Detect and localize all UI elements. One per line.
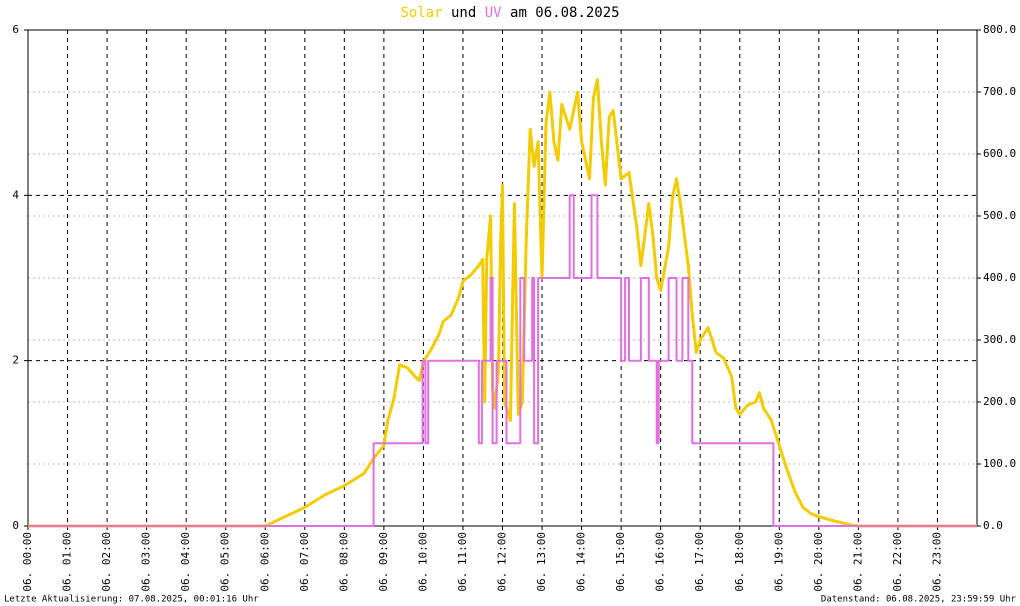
y2-tick-label: 800.0 (983, 23, 1016, 36)
title-tail: am 06.08.2025 (510, 5, 620, 21)
x-tick-label: 06. 10:00 (416, 532, 429, 592)
x-tick-label: 06. 20:00 (812, 532, 825, 592)
series-line (28, 78, 977, 528)
y-tick-label: 4 (12, 188, 19, 201)
y2-tick-label: 400.0 (983, 271, 1016, 284)
y-tick-label: 6 (12, 23, 19, 36)
x-tick-label: 06. 18:00 (733, 532, 746, 592)
x-tick-label: 06. 17:00 (693, 532, 706, 592)
x-tick-label: 06. 12:00 (496, 532, 509, 592)
y2-tick-label: 600.0 (983, 147, 1016, 160)
footer-right: Datenstand: 06.08.2025, 23:59:59 Uhr (821, 595, 1017, 605)
footer-left: Letzte Aktualisierung: 07.08.2025, 00:01… (4, 595, 259, 605)
x-tick-label: 06. 09:00 (377, 532, 390, 592)
x-tick-label: 06. 04:00 (179, 532, 192, 592)
series-line (28, 194, 977, 527)
x-tick-label: 06. 01:00 (61, 532, 74, 592)
x-tick-label: 06. 14:00 (575, 532, 588, 592)
y2-tick-label: 700.0 (983, 85, 1016, 98)
title-join: und (451, 5, 476, 21)
y2-tick-label: 100.0 (983, 457, 1016, 470)
x-tick-label: 06. 06:00 (258, 532, 271, 592)
x-tick-label: 06. 02:00 (100, 532, 113, 592)
x-tick-label: 06. 16:00 (654, 532, 667, 592)
x-tick-label: 06. 03:00 (140, 532, 153, 592)
y-tick-label: 2 (12, 354, 19, 367)
x-tick-label: 06. 00:00 (21, 532, 34, 592)
x-tick-label: 06. 11:00 (456, 532, 469, 592)
x-tick-label: 06. 15:00 (614, 532, 627, 592)
x-tick-label: 06. 21:00 (851, 532, 864, 592)
title-solar: Solar (400, 5, 442, 21)
x-tick-label: 06. 08:00 (337, 532, 350, 592)
x-tick-label: 06. 05:00 (219, 532, 232, 592)
x-tick-label: 06. 07:00 (298, 532, 311, 592)
y2-tick-label: 500.0 (983, 209, 1016, 222)
y2-tick-label: 200.0 (983, 395, 1016, 408)
y2-tick-label: 0.0 (983, 519, 1003, 532)
chart-title: Solar und UV am 06.08.2025 (400, 5, 619, 21)
title-uv: UV (485, 5, 502, 21)
y-tick-label: 0 (12, 519, 19, 532)
y2-tick-label: 300.0 (983, 333, 1016, 346)
x-tick-label: 06. 19:00 (772, 532, 785, 592)
x-tick-label: 06. 13:00 (535, 532, 548, 592)
plot-frame (27, 29, 978, 527)
x-tick-label: 06. 23:00 (930, 532, 943, 592)
x-tick-label: 06. 22:00 (891, 532, 904, 592)
